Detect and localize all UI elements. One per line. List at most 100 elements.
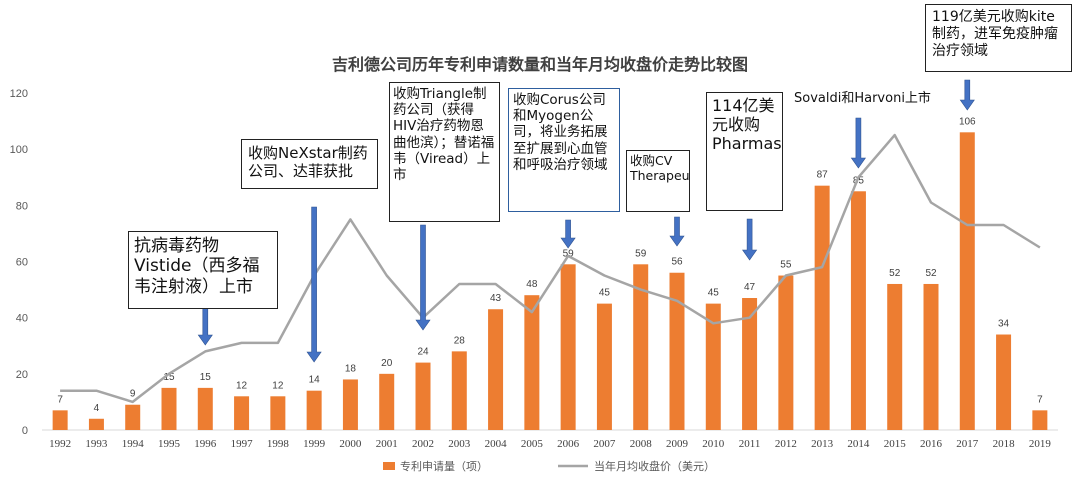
bar-data-label: 12 — [272, 380, 284, 391]
line-series — [60, 133, 1041, 404]
bar — [560, 264, 576, 430]
annotation-arrows — [197, 79, 975, 363]
y-tick-label: 0 — [22, 425, 28, 437]
bar-data-label: 7 — [57, 394, 63, 405]
legend: 专利申请量（项） 当年月均收盘价（美元） — [383, 459, 715, 473]
x-tick-label: 2013 — [811, 438, 834, 450]
x-tick-label: 1994 — [122, 438, 145, 450]
bar-data-label: 9 — [130, 389, 136, 400]
legend-bar-label: 专利申请量（项） — [400, 459, 488, 473]
bar-data-label: 7 — [1037, 394, 1043, 405]
x-tick-label: 2017 — [956, 438, 979, 450]
x-tick-label: 2001 — [376, 438, 398, 450]
x-tick-label: 2018 — [993, 438, 1016, 450]
bar — [161, 387, 177, 430]
y-tick-label: 60 — [16, 257, 28, 269]
bar — [415, 362, 431, 430]
bar-data-label: 4 — [94, 403, 100, 414]
y-tick-label: 20 — [16, 369, 28, 381]
bar — [88, 418, 104, 430]
annotation-corus: 收购Corus公司和Myogen公司，将业务拓展至扩展到心血管和呼吸治疗领域 — [508, 88, 620, 212]
bar-data-label: 34 — [998, 319, 1010, 330]
x-tick-label: 1996 — [194, 438, 217, 450]
chart-title: 吉利德公司历年专利申请数量和当年月均收盘价走势比较图 — [332, 55, 748, 74]
annotation-nexstar: 收购NeXstar制药公司、达菲获批 — [241, 139, 378, 189]
bar-data-label: 47 — [744, 282, 756, 293]
bar — [996, 334, 1012, 430]
x-tick-label: 1998 — [267, 438, 290, 450]
legend-line-label: 当年月均收盘价（美元） — [594, 459, 715, 473]
bar-data-label: 45 — [708, 288, 720, 299]
x-tick-label: 2010 — [702, 438, 725, 450]
bar — [814, 185, 830, 430]
bar-data-label: 20 — [381, 358, 393, 369]
bar-data-label: 55 — [780, 260, 792, 271]
annotation-arrow — [959, 79, 975, 111]
x-tick-label: 2007 — [593, 438, 616, 450]
bar — [342, 379, 358, 430]
bar — [633, 264, 649, 430]
x-tick-label: 1995 — [158, 438, 181, 450]
bar-data-label: 43 — [490, 293, 502, 304]
y-tick-label: 40 — [16, 313, 28, 325]
annotation-cv: 收购CV Therapeutics — [626, 150, 690, 212]
x-tick-label: 1993 — [85, 438, 108, 450]
bar — [451, 351, 467, 430]
bar — [596, 303, 612, 430]
bar — [669, 272, 685, 430]
x-tick-label: 2015 — [884, 438, 907, 450]
bar — [197, 387, 213, 430]
annotation-kite: 119亿美元收购kite制药，进军免疫肿瘤治疗领域 — [925, 4, 1072, 72]
bar-data-label: 56 — [671, 257, 683, 268]
y-tick-label: 80 — [16, 200, 28, 212]
x-tick-label: 2008 — [630, 438, 653, 450]
x-tick-label: 2002 — [412, 438, 434, 450]
annotation-pharmasset: 114亿美元收购Pharmasset — [706, 92, 783, 211]
bar — [52, 410, 68, 430]
x-tick-label: 1997 — [231, 438, 254, 450]
bar-data-label: 85 — [853, 175, 865, 186]
bar-data-label: 48 — [526, 279, 538, 290]
x-tick-label: 2004 — [485, 438, 508, 450]
bar-data-label: 52 — [925, 268, 937, 279]
bar — [125, 404, 141, 430]
x-tick-label: 1992 — [49, 438, 71, 450]
bar-series: 7 4 9 15 15 12 12 14 18 20 24 28 43 48 59 45 59 56 45 47 55 8… — [52, 116, 1048, 431]
x-tick-label: 2000 — [339, 438, 362, 450]
annotation-arrow — [415, 224, 431, 331]
x-tick-label: 1999 — [303, 438, 326, 450]
x-tick-label: 2005 — [521, 438, 544, 450]
bar — [742, 298, 758, 430]
x-tick-label: 2009 — [666, 438, 689, 450]
bar-data-label: 12 — [236, 380, 248, 391]
bar — [234, 396, 250, 430]
bar — [488, 309, 504, 430]
x-tick-label: 2011 — [739, 438, 761, 450]
x-tick-label: 2016 — [920, 438, 943, 450]
annotation-arrow — [197, 305, 213, 346]
bar — [379, 373, 395, 430]
bar-data-label: 15 — [163, 372, 175, 383]
bar-data-label: 28 — [454, 335, 466, 346]
bar-data-label: 18 — [345, 363, 357, 374]
annotation-arrow — [742, 218, 758, 261]
bar — [778, 275, 794, 430]
bar-data-label: 45 — [599, 288, 611, 299]
bar — [524, 295, 540, 430]
annotation-arrow — [560, 219, 576, 249]
annotation-vistide: 抗病毒药物Vistide（西多福韦注射液）上市 — [128, 231, 278, 309]
x-tick-label: 2012 — [775, 438, 797, 450]
x-axis: 1992 1993 1994 1995 1996 1997 1998 1999 2000 2001… — [49, 438, 1051, 450]
bar — [1032, 410, 1048, 430]
bar — [306, 390, 322, 430]
y-axis: 0 20 40 60 80 100 120 — [10, 88, 28, 437]
bar-data-label: 87 — [817, 170, 829, 181]
bar — [270, 396, 286, 430]
price-line — [60, 133, 1041, 404]
bar-data-label: 106 — [959, 116, 976, 127]
bar-data-label: 52 — [889, 268, 901, 279]
bar-data-label: 14 — [309, 375, 321, 386]
x-tick-label: 2019 — [1029, 438, 1052, 450]
y-tick-label: 120 — [10, 88, 28, 100]
